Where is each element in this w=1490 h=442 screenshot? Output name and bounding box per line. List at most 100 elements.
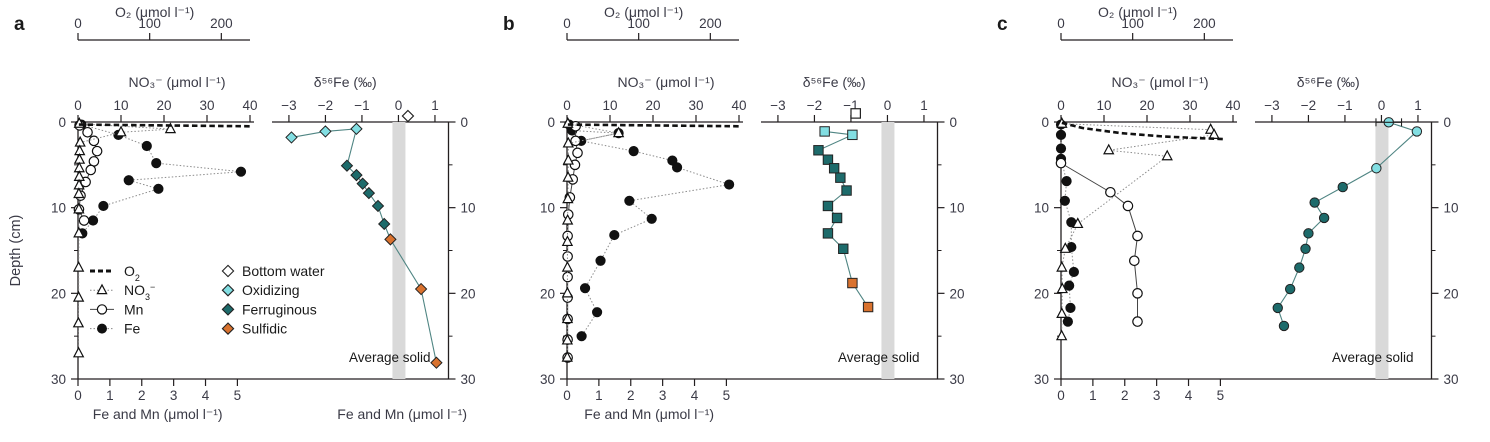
svg-text:0: 0 bbox=[1444, 115, 1452, 130]
svg-text:40: 40 bbox=[731, 98, 746, 113]
svg-text:Ferruginous: Ferruginous bbox=[242, 301, 317, 317]
svg-text:10: 10 bbox=[540, 201, 555, 216]
svg-text:NO₃⁻ (μmol l⁻¹): NO₃⁻ (μmol l⁻¹) bbox=[1112, 74, 1209, 90]
svg-text:0: 0 bbox=[461, 115, 469, 130]
svg-text:4: 4 bbox=[202, 388, 210, 403]
svg-text:0: 0 bbox=[74, 98, 82, 113]
svg-text:0: 0 bbox=[1378, 98, 1386, 113]
svg-text:O₂ (μmol l⁻¹): O₂ (μmol l⁻¹) bbox=[1098, 4, 1177, 20]
svg-text:Average solid: Average solid bbox=[838, 350, 920, 365]
svg-text:−2: −2 bbox=[318, 98, 333, 113]
svg-text:Average solid: Average solid bbox=[1332, 350, 1414, 365]
svg-text:−2: −2 bbox=[1301, 98, 1316, 113]
svg-text:0: 0 bbox=[74, 388, 82, 403]
svg-text:O₂ (μmol l⁻¹): O₂ (μmol l⁻¹) bbox=[115, 4, 194, 20]
svg-text:5: 5 bbox=[234, 388, 242, 403]
svg-text:30: 30 bbox=[51, 372, 66, 387]
svg-text:30: 30 bbox=[1444, 372, 1459, 387]
svg-text:δ⁵⁶Fe (‰): δ⁵⁶Fe (‰) bbox=[803, 74, 866, 90]
svg-text:10: 10 bbox=[602, 98, 617, 113]
svg-text:5: 5 bbox=[1217, 388, 1225, 403]
svg-text:0: 0 bbox=[74, 16, 82, 31]
svg-text:0: 0 bbox=[563, 98, 571, 113]
svg-text:10: 10 bbox=[1444, 201, 1459, 216]
svg-text:−3: −3 bbox=[770, 98, 785, 113]
svg-text:0: 0 bbox=[58, 115, 66, 130]
svg-text:20: 20 bbox=[645, 98, 660, 113]
svg-text:δ⁵⁶Fe (‰): δ⁵⁶Fe (‰) bbox=[314, 74, 377, 90]
svg-text:c: c bbox=[997, 14, 1008, 35]
svg-text:−3: −3 bbox=[1264, 98, 1279, 113]
svg-text:20: 20 bbox=[1139, 98, 1154, 113]
svg-text:a: a bbox=[14, 14, 25, 35]
svg-text:Mn: Mn bbox=[124, 301, 143, 317]
svg-text:−2: −2 bbox=[807, 98, 822, 113]
svg-text:0: 0 bbox=[395, 98, 403, 113]
svg-text:Fe and Mn (μmol l⁻¹): Fe and Mn (μmol l⁻¹) bbox=[93, 406, 223, 422]
svg-text:20: 20 bbox=[950, 286, 965, 301]
svg-text:NO₃⁻ (μmol l⁻¹): NO₃⁻ (μmol l⁻¹) bbox=[618, 74, 715, 90]
svg-text:2: 2 bbox=[1121, 388, 1129, 403]
svg-text:5: 5 bbox=[723, 388, 731, 403]
svg-text:0: 0 bbox=[950, 115, 958, 130]
svg-text:4: 4 bbox=[691, 388, 699, 403]
svg-text:10: 10 bbox=[461, 201, 476, 216]
svg-text:30: 30 bbox=[199, 98, 214, 113]
svg-text:δ⁵⁶Fe (‰): δ⁵⁶Fe (‰) bbox=[1297, 74, 1360, 90]
svg-text:1: 1 bbox=[431, 98, 439, 113]
svg-text:0: 0 bbox=[884, 98, 892, 113]
svg-text:1: 1 bbox=[1414, 98, 1422, 113]
svg-text:20: 20 bbox=[1444, 286, 1459, 301]
svg-text:10: 10 bbox=[1034, 201, 1049, 216]
svg-text:200: 200 bbox=[699, 16, 722, 31]
svg-text:0: 0 bbox=[1057, 16, 1065, 31]
svg-text:1: 1 bbox=[920, 98, 928, 113]
svg-text:200: 200 bbox=[210, 16, 233, 31]
svg-text:0: 0 bbox=[563, 16, 571, 31]
svg-text:20: 20 bbox=[540, 286, 555, 301]
svg-text:0: 0 bbox=[547, 115, 555, 130]
svg-text:Fe: Fe bbox=[124, 321, 141, 337]
svg-text:30: 30 bbox=[461, 372, 476, 387]
svg-text:10: 10 bbox=[950, 201, 965, 216]
svg-text:30: 30 bbox=[950, 372, 965, 387]
svg-text:40: 40 bbox=[1225, 98, 1240, 113]
svg-text:3: 3 bbox=[659, 388, 667, 403]
svg-text:0: 0 bbox=[1057, 98, 1065, 113]
svg-text:20: 20 bbox=[1034, 286, 1049, 301]
svg-text:−1: −1 bbox=[354, 98, 369, 113]
svg-text:10: 10 bbox=[51, 201, 66, 216]
svg-text:30: 30 bbox=[540, 372, 555, 387]
svg-text:O₂ (μmol l⁻¹): O₂ (μmol l⁻¹) bbox=[604, 4, 683, 20]
svg-text:0: 0 bbox=[1057, 388, 1065, 403]
svg-text:Average solid: Average solid bbox=[349, 350, 431, 365]
svg-text:−3: −3 bbox=[281, 98, 296, 113]
svg-text:Oxidizing: Oxidizing bbox=[242, 282, 300, 298]
svg-text:0: 0 bbox=[1041, 115, 1049, 130]
svg-text:3: 3 bbox=[1153, 388, 1161, 403]
svg-text:200: 200 bbox=[1193, 16, 1216, 31]
svg-text:b: b bbox=[503, 14, 515, 35]
svg-text:20: 20 bbox=[51, 286, 66, 301]
svg-text:10: 10 bbox=[113, 98, 128, 113]
svg-text:40: 40 bbox=[242, 98, 257, 113]
svg-text:4: 4 bbox=[1185, 388, 1193, 403]
svg-text:2: 2 bbox=[627, 388, 635, 403]
svg-text:10: 10 bbox=[1096, 98, 1111, 113]
svg-text:30: 30 bbox=[1182, 98, 1197, 113]
svg-text:20: 20 bbox=[156, 98, 171, 113]
svg-text:30: 30 bbox=[688, 98, 703, 113]
svg-text:Sulfidic: Sulfidic bbox=[242, 321, 287, 337]
svg-text:1: 1 bbox=[106, 388, 114, 403]
svg-text:20: 20 bbox=[461, 286, 476, 301]
svg-text:2: 2 bbox=[138, 388, 146, 403]
svg-text:Fe and Mn (μmol l⁻¹): Fe and Mn (μmol l⁻¹) bbox=[337, 406, 467, 422]
svg-text:30: 30 bbox=[1034, 372, 1049, 387]
svg-text:Bottom water: Bottom water bbox=[242, 263, 325, 279]
svg-text:1: 1 bbox=[1089, 388, 1097, 403]
svg-text:−1: −1 bbox=[1337, 98, 1352, 113]
svg-text:3: 3 bbox=[170, 388, 178, 403]
svg-text:1: 1 bbox=[595, 388, 603, 403]
svg-text:Depth (cm): Depth (cm) bbox=[8, 215, 24, 287]
svg-text:0: 0 bbox=[563, 388, 571, 403]
